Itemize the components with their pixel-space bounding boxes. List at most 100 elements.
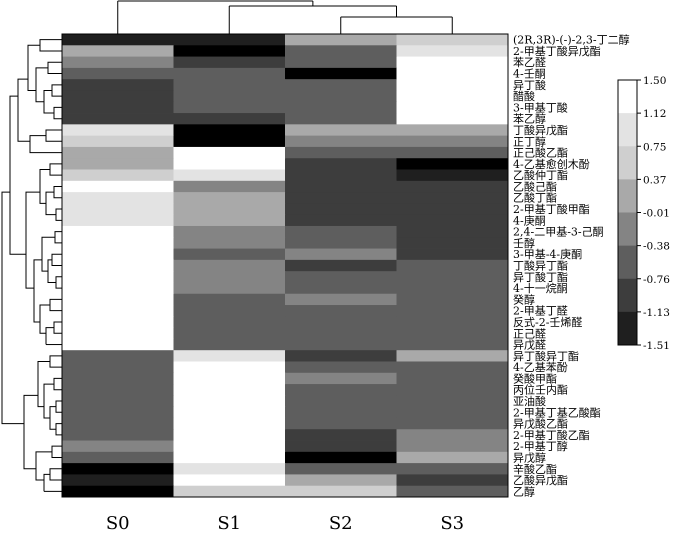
heatmap-cell xyxy=(62,384,174,396)
row-label: 4-乙基愈创木酚 xyxy=(513,157,590,171)
colorbar-tick-label: -0.76 xyxy=(643,274,670,286)
heatmap-cell xyxy=(285,384,397,396)
row-label: 乙酸异戊酯 xyxy=(513,473,568,487)
column-label: S3 xyxy=(440,513,464,534)
dendrogram-branch xyxy=(1,191,24,425)
heatmap-cell xyxy=(173,406,286,419)
colorbar-tick-label: -1.13 xyxy=(643,307,670,319)
heatmap-cell xyxy=(396,429,509,441)
heatmap-cell xyxy=(173,214,286,227)
dendrogram-branch xyxy=(51,253,62,266)
heatmap-cell xyxy=(62,192,174,204)
heatmap-cell xyxy=(285,180,397,193)
heatmap-cell xyxy=(173,485,286,498)
dendrogram-branch xyxy=(39,39,62,52)
heatmap-cell xyxy=(173,429,286,441)
dendrogram-branch xyxy=(55,208,62,221)
heatmap-cell xyxy=(285,56,397,69)
colorbar-tick-label: 1.12 xyxy=(643,108,666,120)
dendrogram-branch xyxy=(39,304,50,334)
heatmap-cell xyxy=(62,282,174,295)
heatmap-cell xyxy=(62,203,174,216)
row-label: 乙酸仲丁酯 xyxy=(513,168,568,182)
heatmap-cell xyxy=(173,146,286,159)
row-label: 异戊酸乙酯 xyxy=(513,417,568,431)
dendrogram-branch xyxy=(54,231,62,244)
colorbar-segment xyxy=(618,146,637,180)
heatmap-cell xyxy=(285,259,397,272)
dendrogram-branch xyxy=(49,163,62,176)
heatmap-cell xyxy=(62,271,174,283)
heatmap-cell xyxy=(396,180,509,193)
heatmap-cell xyxy=(396,90,509,103)
heatmap-cell xyxy=(285,282,397,295)
row-label: 4-壬酮 xyxy=(513,68,546,81)
heatmap-cell xyxy=(62,113,174,125)
heatmap-cell xyxy=(173,248,286,261)
heatmap-cell xyxy=(396,101,509,114)
colorbar-segment xyxy=(618,113,637,147)
heatmap-cell xyxy=(285,135,397,148)
heatmap-cell xyxy=(285,90,397,103)
row-label: 3-甲基-4-庚酮 xyxy=(513,247,582,261)
heatmap-cell xyxy=(285,485,397,498)
row-label: 正丁醇 xyxy=(513,134,546,148)
heatmap-cell xyxy=(173,45,286,57)
row-label: 4-庚酮 xyxy=(513,213,546,227)
heatmap-cell xyxy=(173,293,286,306)
heatmap-cell xyxy=(62,237,174,249)
heatmap-cell xyxy=(173,158,286,170)
heatmap-cell xyxy=(173,372,286,385)
heatmap-cell xyxy=(285,271,397,283)
heatmap-cell xyxy=(285,124,397,137)
row-label: 乙酸丁酯 xyxy=(513,191,557,205)
colorbar-tick-label: -1.51 xyxy=(643,340,670,352)
row-label: 乙醇 xyxy=(513,484,535,498)
heatmap-cell xyxy=(62,338,174,351)
row-label: 异戊醇 xyxy=(513,450,546,464)
dendrogram-branch xyxy=(43,383,54,419)
heatmap-cell xyxy=(62,79,174,91)
heatmap-cell xyxy=(285,237,397,249)
heatmap-cell xyxy=(396,271,509,283)
heatmap-cell xyxy=(396,158,509,170)
heatmap-cell xyxy=(285,316,397,329)
heatmap-cell xyxy=(285,372,397,385)
heatmap-cell xyxy=(62,45,174,57)
row-label: 丁酸异丁酯 xyxy=(513,259,568,273)
row-label: 亚油酸 xyxy=(513,394,546,408)
heatmap-cell xyxy=(173,90,286,103)
row-label: 异戊醛 xyxy=(513,338,546,352)
row-label: 4-乙基苯酚 xyxy=(513,360,568,374)
row-label: 苯乙醇 xyxy=(513,112,546,126)
row-label: (2R,3R)-(-)-2,3-丁二醇 xyxy=(513,33,630,47)
column-labels: S0 S1 S2 S3 xyxy=(106,513,464,534)
heatmap-cell xyxy=(285,361,397,374)
heatmap-cell xyxy=(396,327,509,340)
dendrogram-branch xyxy=(37,360,50,408)
heatmap-cell xyxy=(173,282,286,295)
heatmap-cell xyxy=(62,293,174,306)
color-scale-legend: 1.50 1.12 0.75 0.37 -0.01 -0.38 -0.76 -1.13 -1.5… xyxy=(617,75,670,352)
dendrogram-branch xyxy=(39,169,50,204)
heatmap-cell xyxy=(396,203,509,216)
heatmap-cell xyxy=(173,259,286,272)
row-label: 辛酸乙酯 xyxy=(513,462,557,476)
row-label: 异丁酸异丁酯 xyxy=(513,349,579,363)
column-dendrogram xyxy=(117,0,453,34)
heatmap-cell xyxy=(173,271,286,283)
colorbar-tick-label: -0.01 xyxy=(643,208,670,220)
heatmap-cell xyxy=(396,135,509,148)
heatmap-cell xyxy=(285,146,397,159)
dendrogram-branch xyxy=(55,423,62,436)
row-label: 2-甲基丁醇 xyxy=(513,439,568,453)
heatmap-cell xyxy=(396,474,509,487)
dendrogram-branch xyxy=(55,400,62,413)
heatmap-cell xyxy=(285,101,397,114)
heatmap-cell xyxy=(285,417,397,430)
dendrogram-branch xyxy=(49,355,62,368)
heatmap-cell xyxy=(396,440,509,453)
row-label: 反式-2-壬烯醛 xyxy=(513,315,582,329)
row-labels: (2R,3R)-(-)-2,3-丁二醇2-甲基丁酸异戊酯苯乙醛4-壬酮异丁酸醋酸… xyxy=(513,33,630,499)
